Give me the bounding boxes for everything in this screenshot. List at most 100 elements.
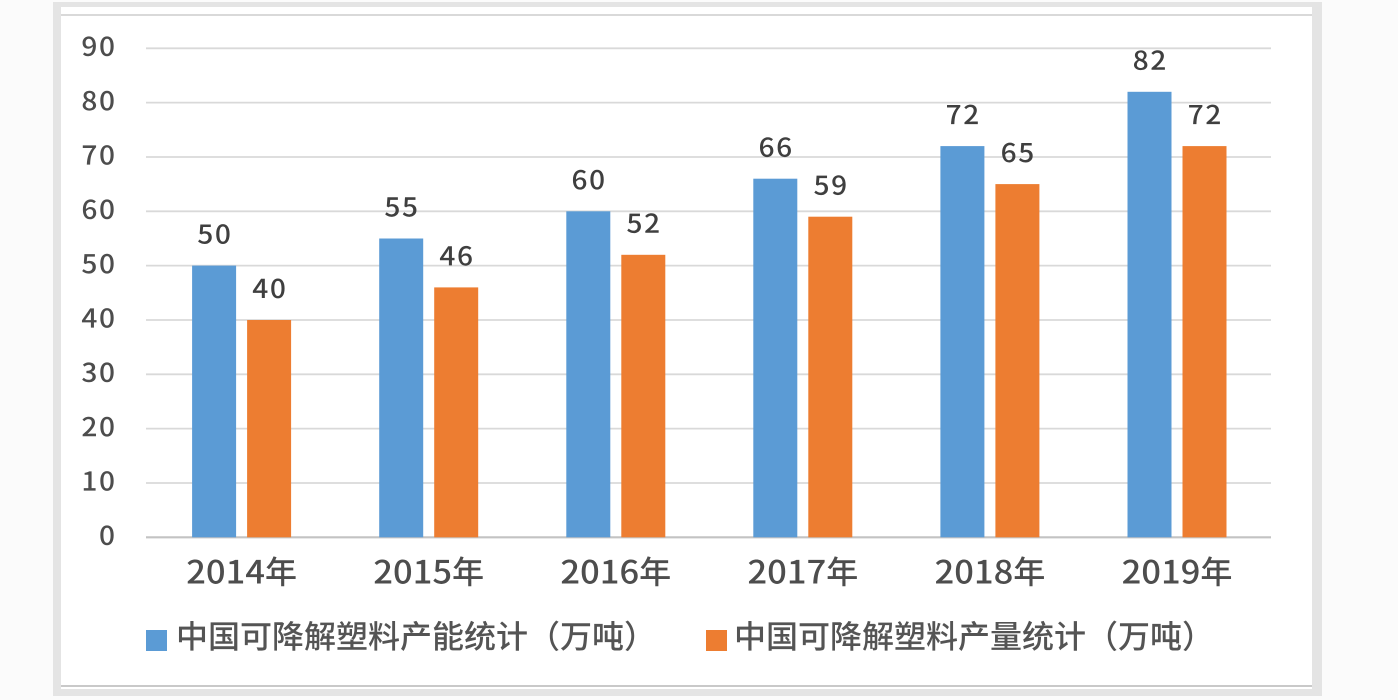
glyph (594, 621, 623, 651)
legend-label-0: 中国可降解塑料产能统计（万吨） (178, 620, 635, 652)
glyph (964, 104, 978, 125)
value-label-2019年-s1: 72 (1189, 104, 1220, 125)
glyph (590, 169, 604, 190)
bar-2018年-s1[interactable] (995, 184, 1040, 538)
bar-2014年-s1[interactable] (247, 320, 292, 538)
glyph (402, 197, 417, 217)
value-labels: 50 40 55 46 60 52 66 59 72 65 82 72 (198, 50, 1220, 299)
y-tick-label-10: 10 (83, 471, 114, 491)
legend-item-1[interactable]: 中国可降解塑料产量统计（万吨） (706, 620, 1193, 652)
bar-2019年-s0[interactable] (1127, 91, 1172, 538)
y-axis: 0 10 20 30 40 50 60 70 80 90 (81, 36, 114, 546)
glyph (1122, 559, 1140, 584)
glyph (100, 362, 114, 383)
glyph (958, 620, 988, 652)
glyph (645, 213, 659, 233)
glyph (458, 245, 472, 266)
bar-2014年-s0[interactable] (192, 265, 237, 538)
glyph (1151, 50, 1165, 70)
glyph (433, 620, 464, 651)
glyph (935, 559, 953, 584)
bar-2015年-s1[interactable] (434, 287, 479, 538)
glyph (415, 559, 431, 584)
bar-2018年-s0[interactable] (940, 146, 985, 538)
bar-2015年-s0[interactable] (379, 238, 424, 538)
glyph (100, 525, 114, 546)
glyph (100, 308, 114, 328)
glyph (337, 621, 367, 650)
legend-swatch-1 (706, 630, 727, 651)
bars (192, 91, 1227, 538)
glyph (178, 620, 206, 651)
y-tick-label-30: 30 (82, 362, 114, 383)
glyph (82, 145, 97, 165)
legend-item-0[interactable]: 中国可降解塑料产能统计（万吨） (146, 620, 635, 652)
glyph (832, 621, 862, 651)
glyph (245, 559, 264, 584)
legend-swatch-0 (146, 630, 167, 651)
bar-2016年-s1[interactable] (621, 254, 666, 538)
glyph (1182, 559, 1199, 584)
glyph (789, 559, 805, 584)
glyph (561, 559, 579, 584)
glyph (1107, 620, 1117, 652)
glyph (216, 224, 230, 244)
bar-2019年-s1[interactable] (1182, 146, 1227, 538)
glyph (82, 199, 97, 220)
glyph (439, 246, 455, 266)
glyph (100, 471, 114, 491)
value-label-2015年-s1: 46 (439, 245, 472, 266)
glyph (581, 559, 599, 584)
glyph (207, 559, 224, 584)
glyph (464, 620, 495, 651)
glyph (1055, 621, 1085, 651)
glyph (497, 621, 527, 651)
x-category-label-3: 2017年 (748, 556, 857, 587)
glyph (1201, 556, 1232, 587)
y-tick-label-20: 20 (82, 416, 114, 437)
glyph (572, 169, 587, 190)
glyph (228, 559, 244, 584)
x-category-label-0: 2014年 (187, 556, 296, 587)
glyph (768, 622, 796, 651)
glyph (625, 620, 635, 652)
bar-2016年-s0[interactable] (566, 211, 611, 538)
bar-2017年-s1[interactable] (808, 216, 853, 538)
glyph (210, 622, 238, 651)
glyph (82, 36, 96, 57)
bar-2017年-s0[interactable] (753, 178, 798, 538)
glyph (100, 90, 114, 111)
legend: 中国可降解塑料产能统计（万吨） 中国可降解塑料产量统计（万吨） (146, 620, 1193, 652)
glyph (602, 559, 618, 584)
value-label-2018年-s1: 65 (1002, 142, 1033, 163)
glyph (768, 559, 786, 584)
glyph (991, 621, 1021, 650)
glyph (394, 559, 412, 584)
glyph (187, 559, 205, 584)
glyph (1022, 620, 1053, 651)
glyph (895, 621, 925, 650)
glyph (100, 416, 114, 437)
glyph (266, 556, 296, 587)
glyph (947, 104, 961, 125)
glyph (862, 620, 893, 651)
glyph (1163, 559, 1179, 584)
glyph (560, 623, 591, 651)
value-label-2015年-s0: 55 (385, 197, 417, 217)
glyph (100, 145, 114, 165)
glyph (1152, 621, 1181, 651)
y-tick-label-50: 50 (82, 253, 114, 274)
glyph (82, 254, 96, 274)
value-label-2016年-s0: 60 (572, 169, 604, 190)
glyph (827, 556, 857, 587)
glyph (100, 36, 114, 57)
glyph (1014, 556, 1044, 587)
glyph (814, 175, 829, 196)
glyph (1018, 142, 1033, 163)
glyph (100, 199, 114, 220)
value-label-2014年-s1: 40 (252, 278, 285, 299)
glyph (81, 308, 97, 328)
glyph (385, 197, 399, 217)
glyph (100, 253, 114, 274)
